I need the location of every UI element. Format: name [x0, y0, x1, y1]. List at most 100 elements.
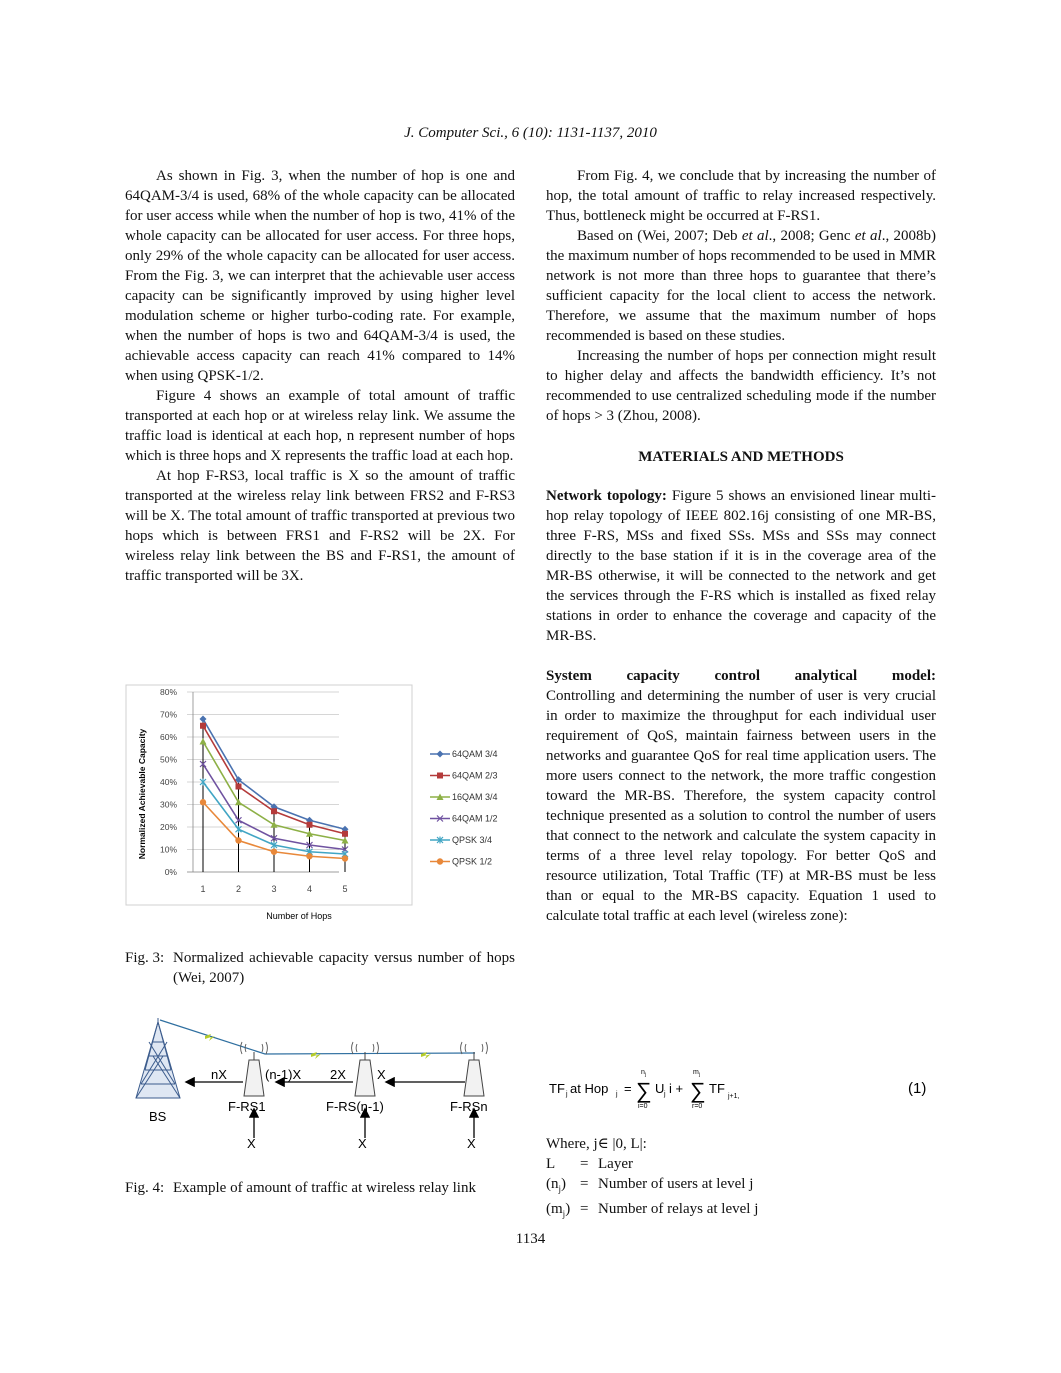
definition-row: L = Layer — [546, 1154, 758, 1174]
eq-u: U — [655, 1081, 664, 1096]
relay-station-frs1-icon — [240, 1041, 268, 1097]
data-point — [306, 853, 313, 860]
text: et al — [741, 228, 769, 244]
paragraph: Controlling and determining the number o… — [546, 688, 936, 924]
data-point — [306, 821, 313, 828]
paragraph: At hop F-RS3, local traffic is X so the … — [125, 468, 515, 584]
series-qpsk-3-4 — [199, 778, 349, 858]
label-bs: BS — [149, 1109, 167, 1124]
paragraph: As shown in Fig. 3, when the number of h… — [125, 168, 515, 384]
run-in-heading: System capacity control analytical model… — [546, 668, 936, 684]
x-axis-label: Number of Hops — [266, 911, 332, 921]
data-point — [341, 837, 349, 844]
equation-svg: TF j at Hop j = ∑ n j i=0 U j i + ∑ m j … — [549, 1069, 926, 1110]
y-tick-label: 60% — [160, 732, 177, 742]
data-point — [199, 738, 207, 745]
data-point — [270, 821, 278, 828]
eq-sub: j — [663, 1091, 666, 1098]
paragraph: Network topology: Figure 5 shows an envi… — [546, 486, 936, 646]
def-eq: = — [580, 1176, 589, 1192]
data-point — [306, 841, 313, 849]
y-axis-label: Normalized Achievable Capacity — [137, 728, 147, 859]
data-point — [199, 799, 207, 806]
paragraph: Figure 4 shows an example of total amoun… — [125, 388, 515, 464]
equation-1: TF j at Hop j = ∑ n j i=0 U j i + ∑ m j … — [546, 1066, 936, 1110]
fig3-caption: Fig. 3: Normalized achievable capacity v… — [125, 948, 515, 988]
data-point — [271, 808, 277, 815]
eq-top-sub: j — [698, 1072, 700, 1078]
legend-label: 64QAM 1/2 — [452, 814, 498, 824]
eq-top: n — [641, 1069, 645, 1076]
legend-entry: 64QAM 2/3 — [430, 771, 498, 781]
data-point — [436, 836, 444, 844]
equation-number: (1) — [908, 1080, 926, 1097]
def-eq: = — [580, 1201, 589, 1217]
x-tick-label: 3 — [271, 884, 276, 894]
left-column: As shown in Fig. 3, when the number of h… — [125, 166, 515, 586]
page-number: 1134 — [515, 1231, 546, 1247]
data-point — [235, 798, 242, 806]
eq-sub: j+1, — [727, 1093, 740, 1100]
def-symbol: (mj) — [546, 1201, 571, 1219]
x-tick-label: 1 — [200, 884, 205, 894]
text: Based on (Wei, 2007; Deb — [577, 228, 742, 244]
series-16qam-3-4 — [199, 738, 349, 844]
fig4-relay-diagram: nX (n-1)X 2X X BS F-RS1 F-RS(n-1) F-RSn … — [135, 1018, 488, 1151]
sigma-icon: ∑ — [636, 1078, 652, 1103]
section-heading: MATERIALS AND METHODS — [638, 449, 844, 465]
definition-row: (mj) = Number of relays at level j — [546, 1199, 758, 1224]
legend-label: 16QAM 3/4 — [452, 792, 498, 802]
data-point — [436, 750, 444, 758]
y-tick-label: 50% — [160, 755, 177, 765]
eq-top: m — [693, 1069, 699, 1076]
data-point — [235, 776, 242, 784]
label-local-x: X — [358, 1136, 367, 1151]
eq-tf: TF — [549, 1081, 565, 1096]
label-nx: nX — [211, 1067, 227, 1082]
label-2x: 2X — [330, 1067, 346, 1082]
text: et al — [854, 228, 882, 244]
text: ., 2008; Genc — [768, 228, 855, 244]
eq-sub: j — [565, 1091, 568, 1098]
data-point — [270, 848, 278, 855]
running-header: J. Computer Sci., 6 (10): 1131-1137, 201… — [404, 125, 657, 141]
label-frs1: F-RS1 — [228, 1099, 266, 1114]
fig3-line-chart: 0% 10% 20% 30% 40% 50% 60% 70% 80% 1 2 3 4 5 64QAM 3… — [125, 684, 498, 921]
eq-tf2: TF — [709, 1081, 725, 1096]
series-64qam-1-2 — [199, 760, 349, 853]
x-tick-label: 5 — [342, 884, 347, 894]
eq-bot: i=0 — [638, 1103, 648, 1110]
data-point — [437, 772, 443, 779]
def-symbol: (nj) — [546, 1176, 567, 1194]
label-x: X — [377, 1067, 386, 1082]
relay-station-frsn-icon — [460, 1041, 488, 1097]
text: ., 2008b) the maximum number of hops rec… — [546, 228, 936, 344]
bs-tower-icon — [135, 1018, 181, 1099]
y-tick-label: 20% — [160, 822, 177, 832]
paragraph: Increasing the number of hops per connec… — [546, 348, 936, 424]
data-point — [199, 715, 207, 723]
where-intro: Where, j∈ |0, L|: — [546, 1136, 647, 1152]
def-eq: = — [580, 1156, 589, 1172]
eq-equals: = — [624, 1081, 632, 1096]
x-tick-label: 4 — [307, 884, 312, 894]
label-local-x: X — [247, 1136, 256, 1151]
wireless-link — [159, 1019, 476, 1055]
data-point — [306, 830, 313, 837]
def-symbol: L — [546, 1156, 556, 1172]
fig4-caption-text: Example of amount of traffic at wireless… — [173, 1180, 476, 1196]
paragraph: From Fig. 4, we conclude that by increas… — [546, 168, 936, 224]
x-tick-label: 2 — [236, 884, 241, 894]
label-n1x: (n-1)X — [265, 1067, 301, 1082]
data-point — [235, 783, 242, 790]
def-desc: Number of users at level j — [598, 1176, 754, 1192]
data-point — [199, 760, 207, 768]
where-block: Where, j∈ |0, L|: L = Layer (nj) = Numbe… — [546, 1134, 936, 1224]
series-qpsk-1-2 — [199, 799, 349, 862]
legend-entry: QPSK 1/2 — [430, 857, 492, 867]
fig3-caption-text: Normalized achievable capacity versus nu… — [173, 950, 515, 986]
data-point — [235, 837, 242, 844]
sigma-icon: ∑ — [690, 1078, 706, 1103]
label-local-x: X — [467, 1136, 476, 1151]
y-tick-label: 0% — [165, 867, 178, 877]
